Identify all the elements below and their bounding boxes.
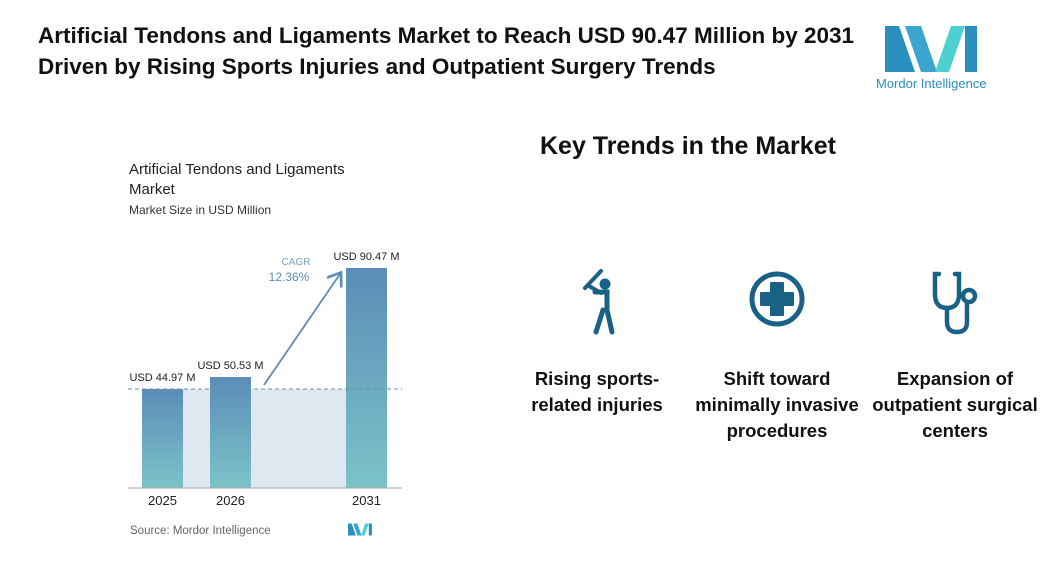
bar-2025	[142, 389, 183, 488]
chart-source: Source: Mordor Intelligence	[130, 525, 271, 537]
page-title: Artificial Tendons and Ligaments Market …	[38, 23, 855, 79]
bar-2026	[210, 377, 251, 488]
data-label: USD 44.97 M	[129, 372, 196, 384]
cagr-label: CAGR	[282, 257, 311, 268]
cagr-arrow	[263, 274, 340, 386]
data-label: USD 90.47 M	[333, 251, 400, 263]
key-trends-heading: Key Trends in the Market	[540, 132, 836, 160]
x-tick-label: 2026	[216, 493, 245, 508]
x-tick-label: 2031	[352, 493, 381, 508]
mordor-logo-icon	[885, 26, 977, 72]
chart-subtitle: Market Size in USD Million	[129, 203, 272, 217]
bar-2031	[346, 268, 387, 488]
trend-label: Rising sports-related injuries	[531, 368, 663, 415]
shaded-region	[183, 389, 346, 488]
source-logo-icon	[348, 523, 372, 536]
trend-label: Shift toward minimally invasive procedur…	[695, 368, 859, 441]
cagr-value: 12.36%	[269, 270, 310, 284]
x-tick-label: 2025	[148, 493, 177, 508]
logo-text: Mordor Intelligence	[876, 76, 987, 91]
data-label: USD 50.53 M	[197, 360, 264, 372]
trend-label: Expansion of outpatient surgical centers	[872, 368, 1038, 441]
baseball-batter-icon	[583, 269, 615, 335]
chart-title: Artificial Tendons and Ligaments Market	[129, 161, 345, 198]
medical-cross-icon	[749, 271, 805, 327]
stethoscope-icon	[932, 271, 978, 335]
